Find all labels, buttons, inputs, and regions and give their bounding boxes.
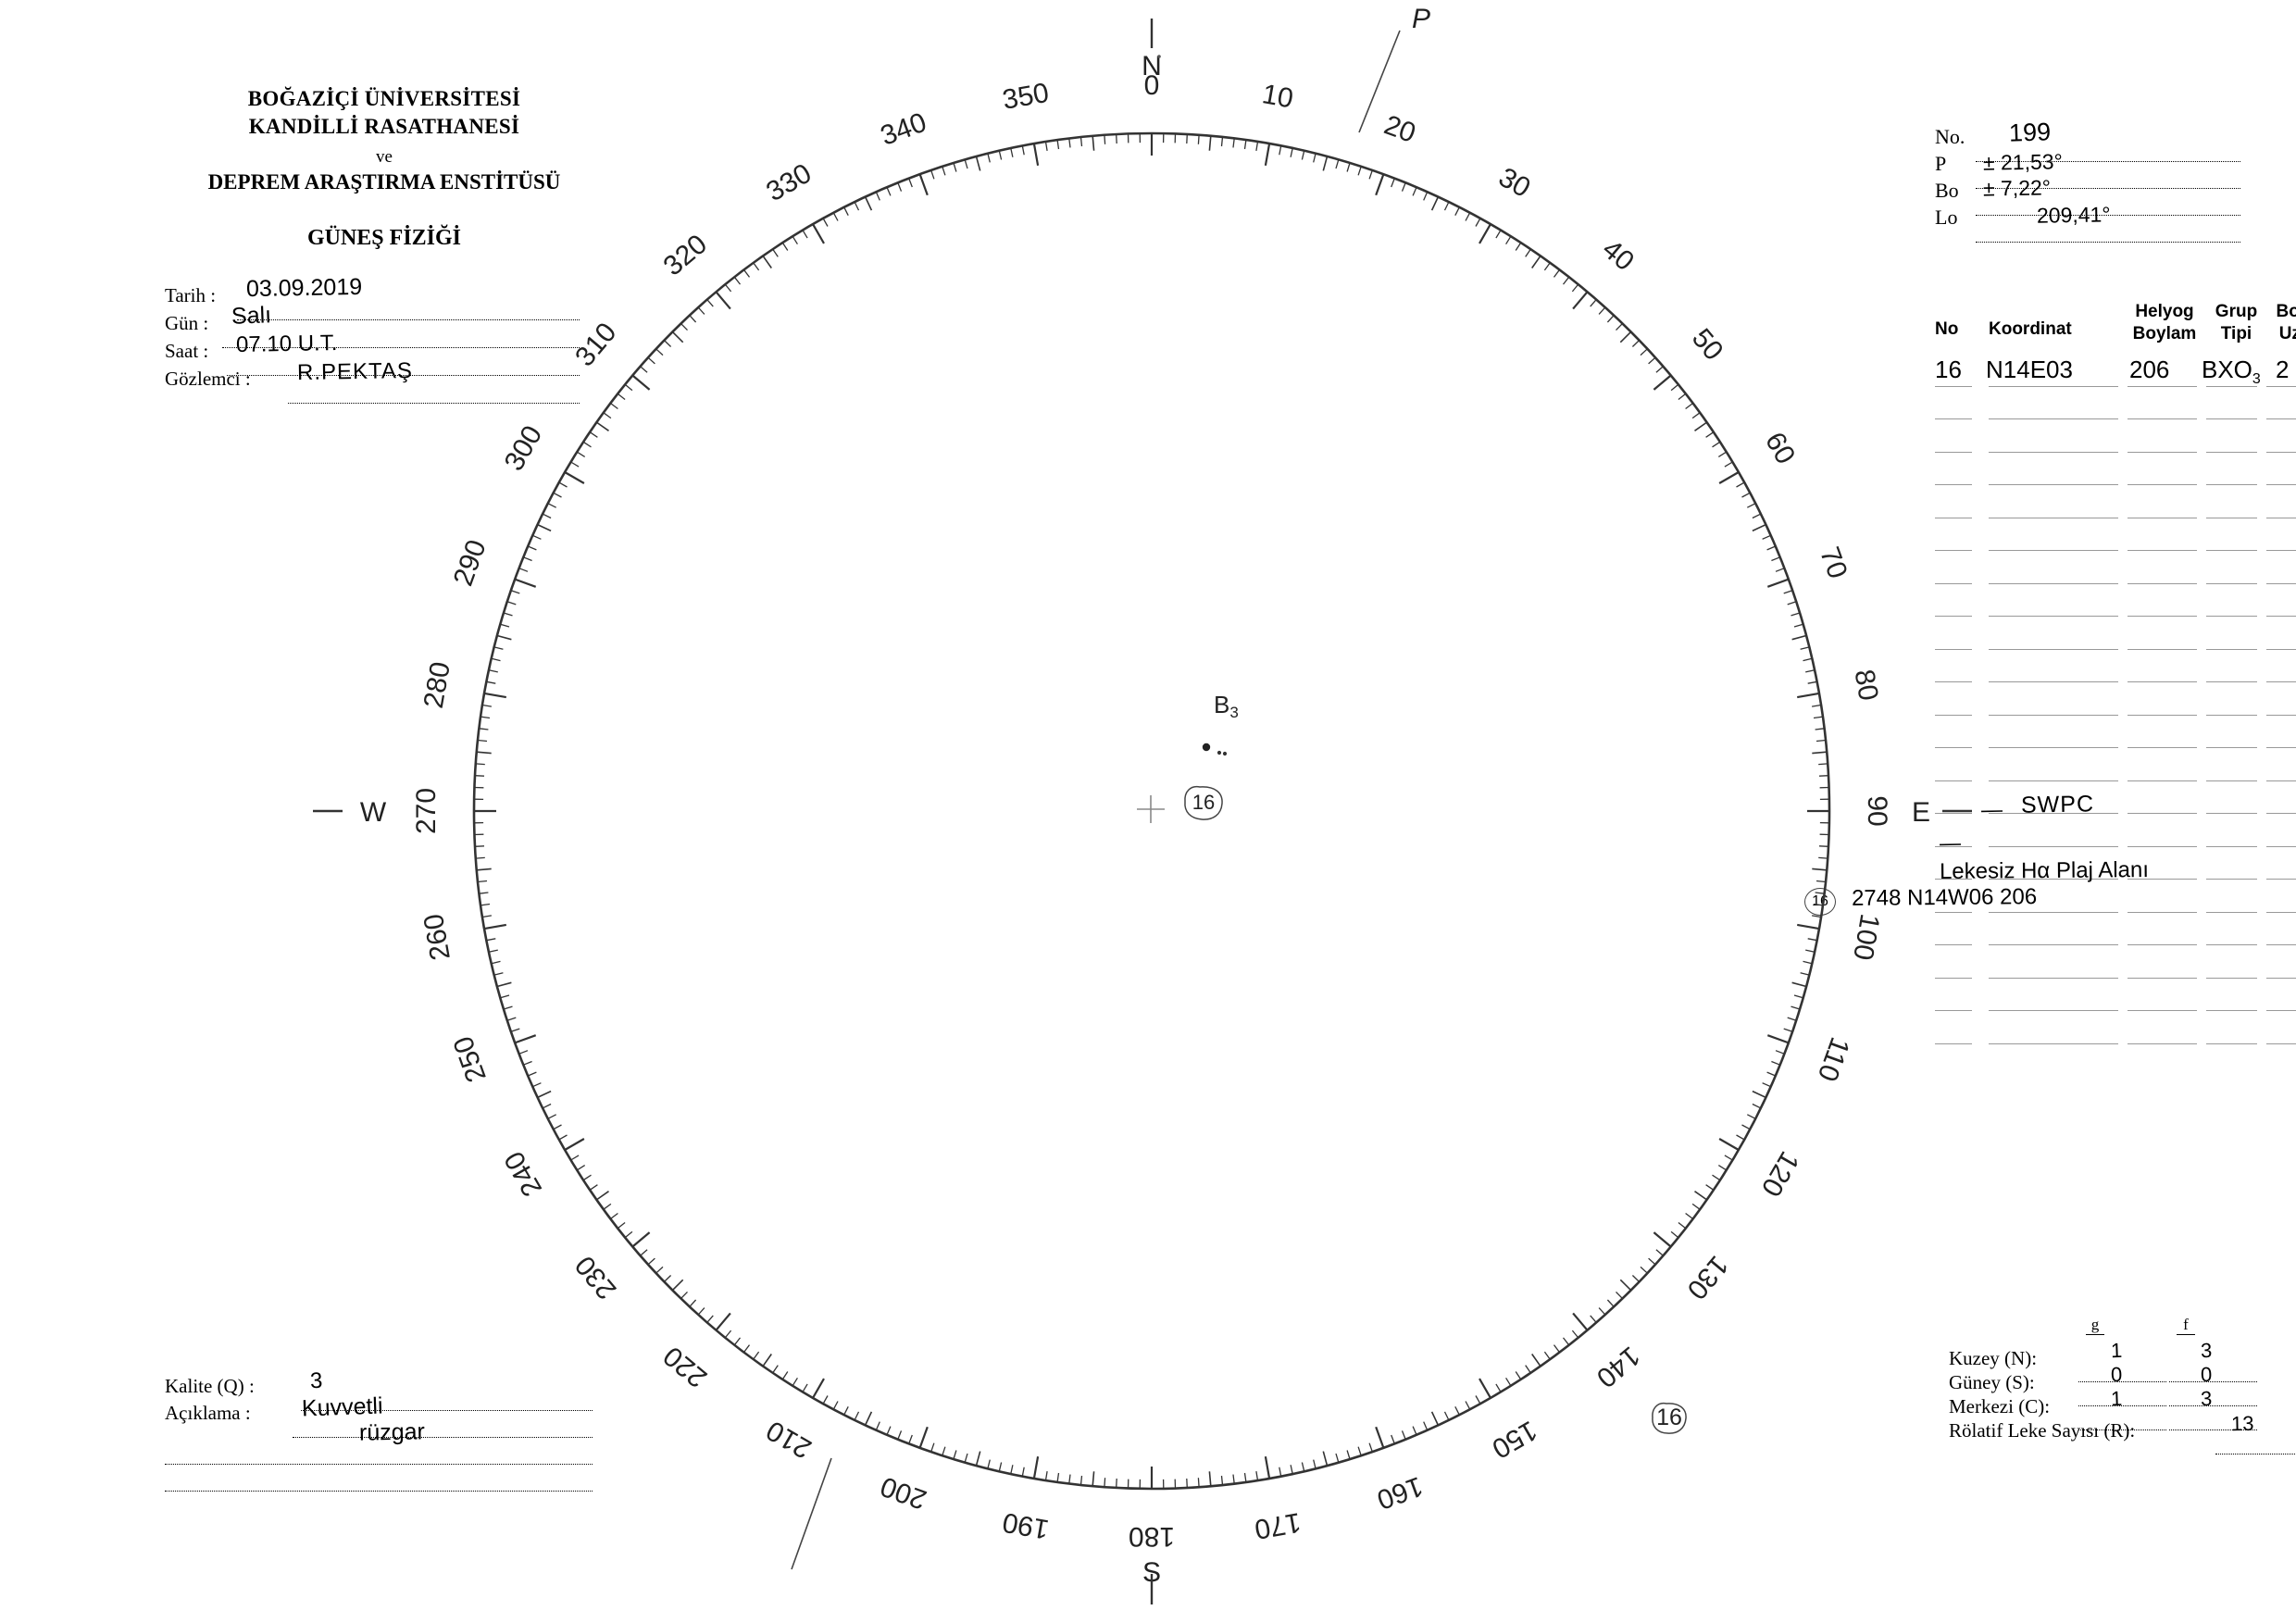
svg-text:160: 160 — [1373, 1470, 1427, 1515]
svg-text:16: 16 — [1656, 1405, 1682, 1430]
svg-text:350: 350 — [1000, 78, 1051, 116]
svg-text:40: 40 — [1596, 233, 1640, 277]
svg-text:300: 300 — [499, 420, 549, 476]
svg-text:320: 320 — [658, 229, 714, 281]
svg-text:130: 130 — [1680, 1250, 1733, 1305]
svg-text:100: 100 — [1847, 912, 1885, 963]
svg-text:30: 30 — [1493, 162, 1535, 204]
svg-text:170: 170 — [1253, 1506, 1304, 1544]
svg-text:60: 60 — [1759, 428, 1801, 469]
svg-text:180: 180 — [1129, 1521, 1175, 1552]
svg-text:140: 140 — [1591, 1340, 1646, 1392]
svg-text:E: E — [1912, 797, 1930, 828]
svg-text:90: 90 — [1862, 795, 1892, 826]
svg-text:B3: B3 — [1214, 691, 1239, 721]
svg-text:330: 330 — [761, 158, 817, 208]
svg-text:16: 16 — [1192, 791, 1215, 814]
svg-text:210: 210 — [761, 1415, 817, 1465]
svg-text:80: 80 — [1849, 668, 1884, 704]
svg-text:230: 230 — [569, 1250, 622, 1305]
svg-text:220: 220 — [658, 1340, 714, 1392]
svg-text:P: P — [1412, 4, 1430, 34]
svg-text:250: 250 — [448, 1032, 493, 1086]
svg-text:280: 280 — [418, 659, 456, 710]
svg-text:270: 270 — [411, 788, 442, 834]
svg-text:W: W — [360, 797, 387, 828]
svg-text:50: 50 — [1686, 323, 1729, 367]
svg-text:310: 310 — [569, 318, 622, 373]
svg-text:120: 120 — [1755, 1146, 1805, 1202]
svg-text:290: 290 — [448, 536, 493, 590]
svg-text:150: 150 — [1487, 1415, 1542, 1465]
svg-text:20: 20 — [1380, 110, 1420, 149]
svg-text:260: 260 — [418, 912, 456, 963]
svg-text:340: 340 — [877, 107, 930, 152]
svg-text:240: 240 — [499, 1146, 549, 1202]
svg-text:110: 110 — [1812, 1033, 1855, 1085]
svg-text:190: 190 — [1000, 1506, 1051, 1544]
svg-text:10: 10 — [1260, 79, 1296, 114]
svg-text:200: 200 — [877, 1470, 930, 1515]
svg-text:70: 70 — [1814, 543, 1853, 583]
